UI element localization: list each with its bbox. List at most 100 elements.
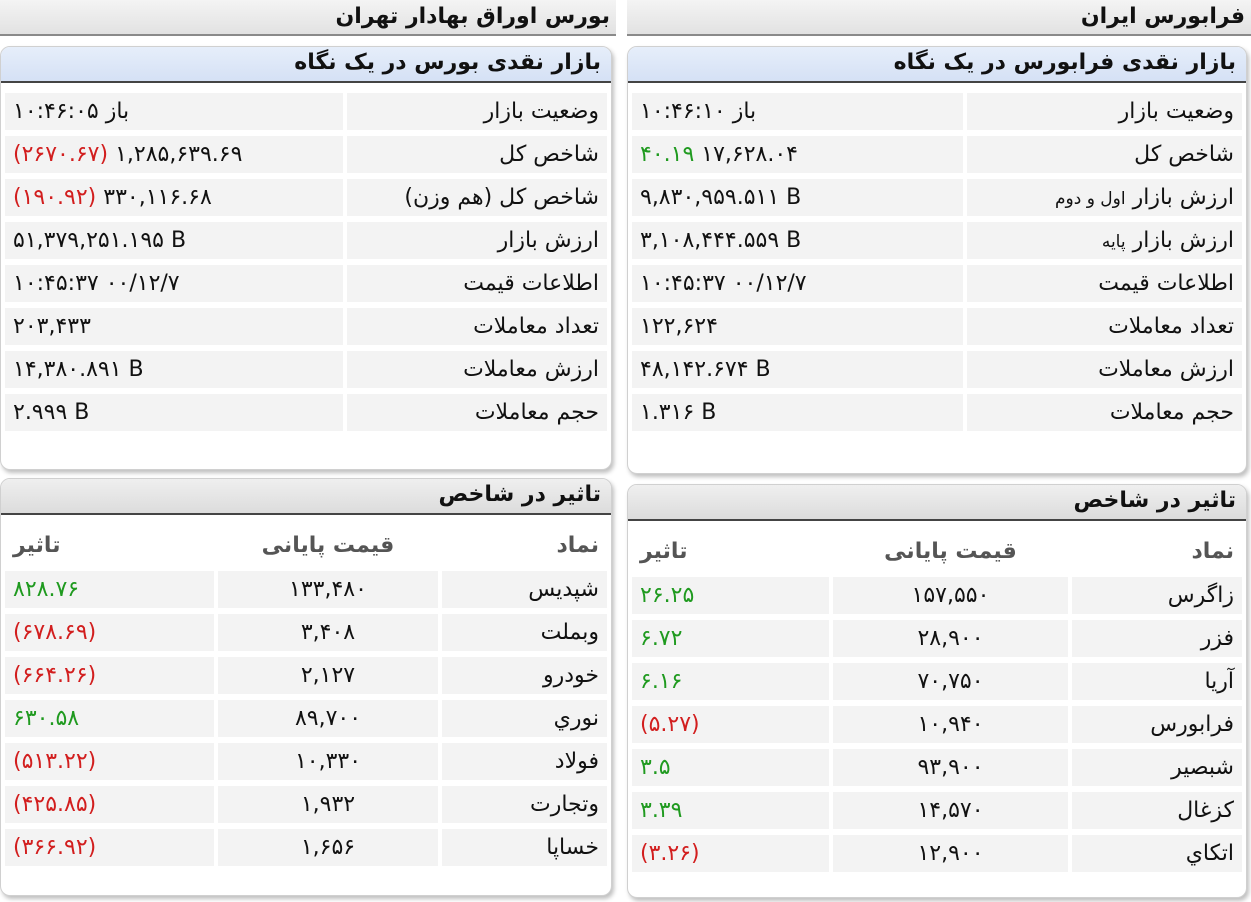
price-cell: ۱۰,۹۴۰ xyxy=(833,706,1068,743)
table-row: شاخص کل (هم وزن) (۱۹۰.۹۲) ۳۳۰,۱۱۶.۶۸ xyxy=(5,179,607,216)
col-header-impact: تاثیر xyxy=(640,538,688,564)
impact-cell: (۳.۲۶) xyxy=(632,835,829,872)
index-value-cell: ۴۰.۱۹ ۱۷,۶۲۸.۰۴ xyxy=(632,136,963,173)
price-cell: ۹۳,۹۰۰ xyxy=(833,749,1068,786)
table-row: وضعیت بازار باز ۱۰:۴۶:۰۵ xyxy=(5,93,607,130)
trades-volume-label: حجم معاملات xyxy=(347,394,607,431)
symbol-cell: فرابورس xyxy=(1072,706,1242,743)
trades-value: ۱۴,۳۸۰.۸۹۱ B xyxy=(5,351,343,388)
symbol-cell: فزر xyxy=(1072,620,1242,657)
price-info-label: اطلاعات قیمت xyxy=(967,265,1242,302)
farabourse-impact-table: نماد قیمت پایانی تاثیر زاگرس ۱۵۷,۵۵۰ ۲۶.۲۵… xyxy=(628,525,1246,878)
price-cell: ۷۰,۷۵۰ xyxy=(833,663,1068,700)
symbol-cell: وبملت xyxy=(442,614,607,651)
trades-count-label: تعداد معاملات xyxy=(967,308,1242,345)
table-row: خودرو ۲,۱۲۷ (۶۶۴.۲۶) xyxy=(5,657,607,694)
symbol-cell: شبصير xyxy=(1072,749,1242,786)
trades-count: ۲۰۳,۴۳۳ xyxy=(5,308,343,345)
price-cell: ۸۹,۷۰۰ xyxy=(218,700,438,737)
table-header-row: نماد قیمت پایانی تاثیر xyxy=(632,531,1242,571)
table-row: آريا ۷۰,۷۵۰ ۶.۱۶ xyxy=(632,663,1242,700)
market-value-base-label-main: ارزش بازار xyxy=(1132,228,1234,253)
col-header-symbol: نماد xyxy=(1191,538,1234,564)
table-row: شبصير ۹۳,۹۰۰ ۳.۵ xyxy=(632,749,1242,786)
col-header-price: قیمت پایانی xyxy=(261,532,395,558)
table-row: حجم معاملات ۱.۳۱۶ B xyxy=(632,394,1242,431)
farabourse-summary-table: وضعیت بازار باز ۱۰:۴۶:۱۰ شاخص کل ۴۰.۱۹ ۱… xyxy=(628,87,1246,437)
index-value: ۱,۲۸۵,۶۳۹.۶۹ xyxy=(115,142,243,167)
eq-index-value-cell: (۱۹۰.۹۲) ۳۳۰,۱۱۶.۶۸ xyxy=(5,179,343,216)
trades-volume: ۱.۳۱۶ B xyxy=(632,394,963,431)
market-value-12-label-sub: اول و دوم xyxy=(1054,189,1126,209)
table-row: فزر ۲۸,۹۰۰ ۶.۷۲ xyxy=(632,620,1242,657)
index-label: شاخص کل xyxy=(347,136,607,173)
impact-cell: ۶.۷۲ xyxy=(632,620,829,657)
market-value-base-label-sub: پایه xyxy=(1101,232,1126,252)
impact-cell: ۶.۱۶ xyxy=(632,663,829,700)
impact-cell: (۴۲۵.۸۵) xyxy=(5,786,214,823)
price-info-value: ۱۰:۴۵:۳۷ ۰۰/۱۲/۷ xyxy=(5,265,343,302)
tehran-column: بورس اوراق بهادار تهران بازار نقدی بورس … xyxy=(0,0,616,902)
market-value-base: ۳,۱۰۸,۴۴۴.۵۵۹ B xyxy=(632,222,963,259)
farabourse-header: فرابورس ایران xyxy=(627,0,1251,36)
table-row: ارزش معاملات ۱۴,۳۸۰.۸۹۱ B xyxy=(5,351,607,388)
price-info-value: ۱۰:۴۵:۳۷ ۰۰/۱۲/۷ xyxy=(632,265,963,302)
tehran-impact-panel: تاثیر در شاخص نماد قیمت پایانی تاثیر شپد… xyxy=(0,478,612,896)
market-value-12-label: ارزش بازار اول و دوم xyxy=(967,179,1242,216)
table-row: وضعیت بازار باز ۱۰:۴۶:۱۰ xyxy=(632,93,1242,130)
price-info-label: اطلاعات قیمت xyxy=(347,265,607,302)
table-row: تعداد معاملات ۱۲۲,۶۲۴ xyxy=(632,308,1242,345)
table-row: نوري ۸۹,۷۰۰ ۶۳۰.۵۸ xyxy=(5,700,607,737)
index-label: شاخص کل xyxy=(967,136,1242,173)
market-value: ۵۱,۳۷۹,۲۵۱.۱۹۵ B xyxy=(5,222,343,259)
index-change: (۲۶۷۰.۶۷) xyxy=(13,142,109,167)
status-label: وضعیت بازار xyxy=(967,93,1242,130)
price-cell: ۳,۴۰۸ xyxy=(218,614,438,651)
price-cell: ۲۸,۹۰۰ xyxy=(833,620,1068,657)
col-header-impact: تاثیر xyxy=(13,532,61,558)
trades-count-label: تعداد معاملات xyxy=(347,308,607,345)
symbol-cell: وتجارت xyxy=(442,786,607,823)
price-cell: ۱۰,۳۳۰ xyxy=(218,743,438,780)
market-value-12: ۹,۸۳۰,۹۵۹.۵۱۱ B xyxy=(632,179,963,216)
table-row: تعداد معاملات ۲۰۳,۴۳۳ xyxy=(5,308,607,345)
table-row: اطلاعات قیمت ۱۰:۴۵:۳۷ ۰۰/۱۲/۷ xyxy=(5,265,607,302)
index-value: ۱۷,۶۲۸.۰۴ xyxy=(701,142,798,167)
symbol-cell: شپدیس xyxy=(442,571,607,608)
col-header-price: قیمت پایانی xyxy=(884,538,1017,564)
table-row: ارزش بازار ۵۱,۳۷۹,۲۵۱.۱۹۵ B xyxy=(5,222,607,259)
price-cell: ۱۲,۹۰۰ xyxy=(833,835,1068,872)
impact-cell: (۵.۲۷) xyxy=(632,706,829,743)
farabourse-impact-title: تاثیر در شاخص xyxy=(628,485,1246,521)
eq-index-change: (۱۹۰.۹۲) xyxy=(13,185,97,210)
trades-count: ۱۲۲,۶۲۴ xyxy=(632,308,963,345)
symbol-cell: نوري xyxy=(442,700,607,737)
impact-cell: (۶۷۸.۶۹) xyxy=(5,614,214,651)
symbol-cell: زاگرس xyxy=(1072,577,1242,614)
trades-value-label: ارزش معاملات xyxy=(967,351,1242,388)
tehran-summary-panel: بازار نقدی بورس در یک نگاه وضعیت بازار ب… xyxy=(0,46,612,470)
impact-cell: (۵۱۳.۲۲) xyxy=(5,743,214,780)
market-value-label: ارزش بازار xyxy=(347,222,607,259)
tehran-impact-table: نماد قیمت پایانی تاثیر شپدیس ۱۳۳,۴۸۰ ۸۲۸.۷… xyxy=(1,519,611,872)
symbol-cell: اتكاي xyxy=(1072,835,1242,872)
eq-index-value: ۳۳۰,۱۱۶.۶۸ xyxy=(103,185,212,210)
price-cell: ۱۴,۵۷۰ xyxy=(833,792,1068,829)
farabourse-summary-panel: بازار نقدی فرابورس در یک نگاه وضعیت بازا… xyxy=(627,46,1247,474)
table-row: زاگرس ۱۵۷,۵۵۰ ۲۶.۲۵ xyxy=(632,577,1242,614)
symbol-cell: خساپا xyxy=(442,829,607,866)
table-row: حجم معاملات ۲.۹۹۹ B xyxy=(5,394,607,431)
trades-volume: ۲.۹۹۹ B xyxy=(5,394,343,431)
table-row: فولاد ۱۰,۳۳۰ (۵۱۳.۲۲) xyxy=(5,743,607,780)
price-cell: ۱,۶۵۶ xyxy=(218,829,438,866)
impact-cell: (۶۶۴.۲۶) xyxy=(5,657,214,694)
index-change: ۴۰.۱۹ xyxy=(640,142,695,167)
market-value-12-label-main: ارزش بازار xyxy=(1132,185,1234,210)
impact-cell: ۶۳۰.۵۸ xyxy=(5,700,214,737)
price-cell: ۱۳۳,۴۸۰ xyxy=(218,571,438,608)
farabourse-impact-panel: تاثیر در شاخص نماد قیمت پایانی تاثیر زاگ… xyxy=(627,484,1247,898)
index-value-cell: (۲۶۷۰.۶۷) ۱,۲۸۵,۶۳۹.۶۹ xyxy=(5,136,343,173)
tehran-impact-body: شپدیس ۱۳۳,۴۸۰ ۸۲۸.۷۶ وبملت ۳,۴۰۸ (۶۷۸.۶۹) خودر… xyxy=(5,571,607,866)
table-row: خساپا ۱,۶۵۶ (۳۶۶.۹۲) xyxy=(5,829,607,866)
table-row: فرابورس ۱۰,۹۴۰ (۵.۲۷) xyxy=(632,706,1242,743)
